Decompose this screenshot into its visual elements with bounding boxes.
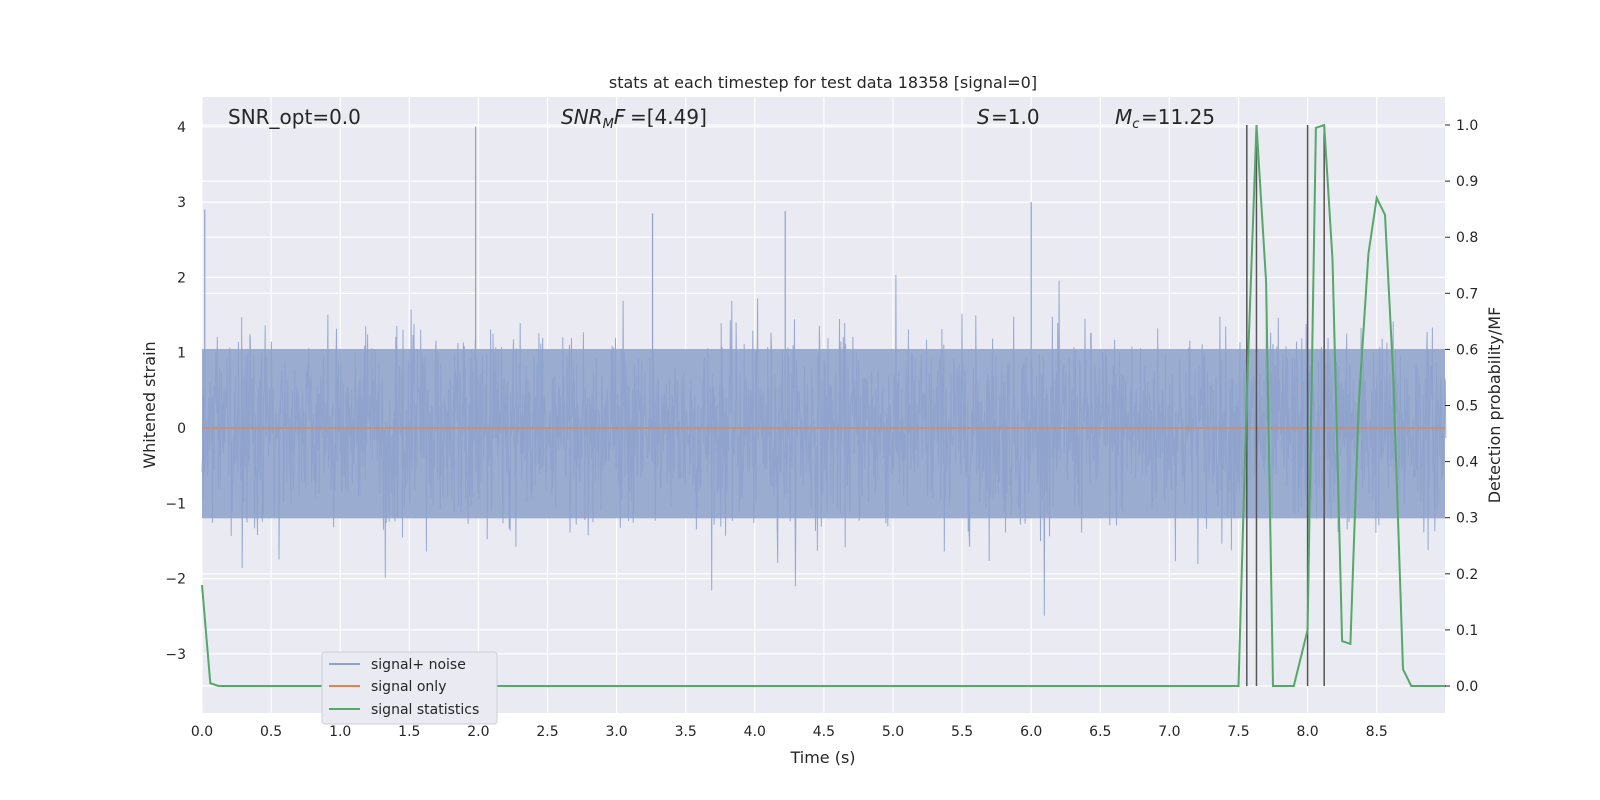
x-tick-label: 6.5 [1089,724,1111,740]
y-tick-label-left: 1 [177,346,186,362]
y-ticks-left: 4 3 2 1 0 −1 −2 −3 [165,120,186,663]
y-tick-label-right: 0.5 [1456,399,1478,415]
legend-label-signal-only: signal only [371,679,446,695]
x-tick-label: 7.5 [1227,724,1249,740]
legend: signal+ noise signal only signal statist… [321,651,498,725]
x-tick-label: 0.0 [191,724,213,740]
y-tick-label-left: 0 [177,421,186,437]
x-ticks: 0.0 0.5 1.0 1.5 2.0 2.5 3.0 3.5 4.0 4.5 5.0 5.5 6.0 6… [191,724,1388,740]
y-tick-label-right: 0.7 [1456,286,1478,302]
x-tick-label: 1.0 [329,724,351,740]
y-tick-label-left: −1 [165,496,186,512]
x-tick-label: 1.5 [398,724,420,740]
x-tick-label: 7.0 [1158,724,1180,740]
x-tick-label: 3.0 [605,724,627,740]
y-tick-label-left: 2 [177,270,186,286]
x-tick-label: 4.0 [744,724,766,740]
signal-statistics-line [201,123,1446,687]
x-tick-label: 8.5 [1366,724,1388,740]
y-tick-label-right: 0.6 [1456,342,1478,358]
svg-text:S: S [977,105,990,129]
y-tick-label-right: 1.0 [1456,118,1478,134]
x-tick-label: 5.0 [882,724,904,740]
y-tick-label-right: 0.2 [1456,567,1478,583]
annotation-mc-value: =11.25 [1141,105,1215,129]
x-tick-label: 2.0 [467,724,489,740]
chart-title: stats at each timestep for test data 183… [609,73,1037,92]
x-axis-label: Time (s) [789,748,855,767]
y-tick-label-left: −3 [165,647,186,663]
signal-statistics-series [201,123,1446,687]
y-tick-label-right: 0.9 [1456,174,1478,190]
y-tick-label-left: −2 [165,572,186,588]
y-axis-label-right: Detection probability/MF [1485,307,1504,504]
y-tick-label-left: 3 [177,195,186,211]
signal-noise-series [201,126,1447,616]
y-axis-label-left: Whitened strain [140,341,159,468]
x-tick-label: 6.0 [1020,724,1042,740]
y-tick-label-right: 0.0 [1456,679,1478,695]
x-tick-label: 0.5 [260,724,282,740]
legend-label-statistics: signal statistics [371,702,479,718]
annotation-snr-mf: SNRMF =[4.49] [561,105,707,132]
annotation-mc: Mc =11.25 [1115,105,1215,132]
svg-text:SNRMF: SNRMF [561,105,626,132]
y-ticks-right: 1.0 0.9 0.8 0.7 0.6 0.5 0.4 0.3 0.2 0.1 0.0 [1445,118,1478,695]
annotation-snr-mf-value: =[4.49] [630,105,707,129]
x-tick-label: 3.5 [675,724,697,740]
x-tick-label: 5.5 [951,724,973,740]
y-tick-label-right: 0.1 [1456,623,1478,639]
x-tick-label: 2.5 [536,724,558,740]
y-tick-label-right: 0.8 [1456,230,1478,246]
y-tick-label-right: 0.3 [1456,511,1478,527]
y-tick-label-right: 0.4 [1456,455,1478,471]
y-tick-label-left: 4 [177,120,186,136]
noise-line [201,275,1447,616]
x-tick-label: 4.5 [813,724,835,740]
legend-label-noise: signal+ noise [371,657,466,673]
annotation-s: S =1.0 [977,105,1040,129]
annotation-snr-opt: SNR_opt=0.0 [228,105,361,129]
annotation-s-value: =1.0 [991,105,1040,129]
legend-box [321,651,498,725]
x-tick-label: 8.0 [1296,724,1318,740]
